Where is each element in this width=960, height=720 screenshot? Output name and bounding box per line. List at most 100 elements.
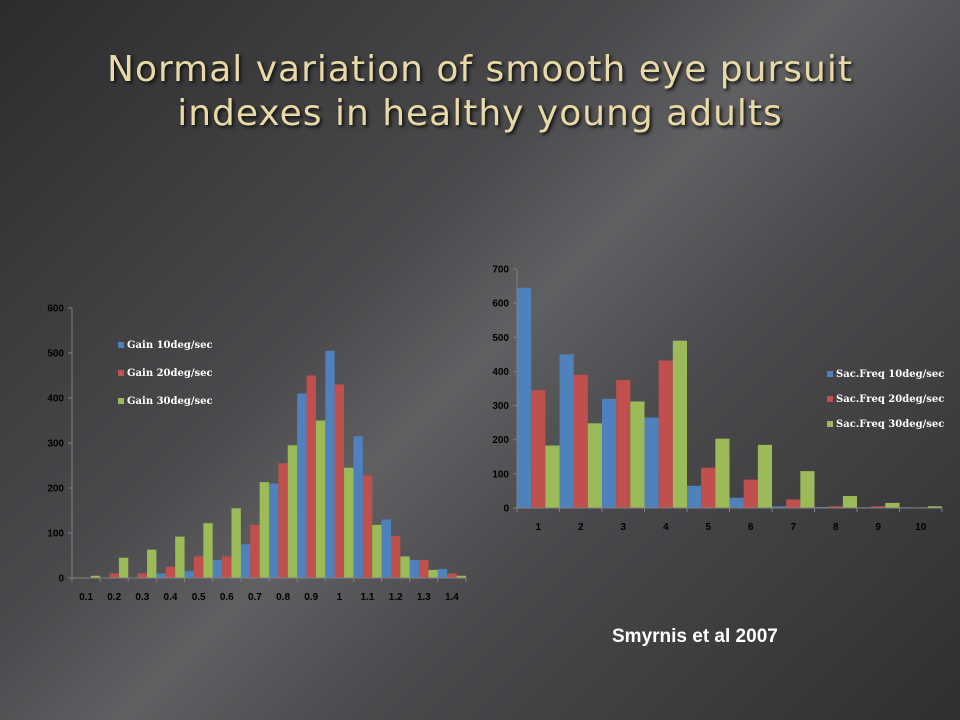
bar-1-s0-0 (517, 287, 532, 508)
bar-0-s1-7 (278, 463, 288, 578)
bar-0-s2-4 (203, 523, 213, 578)
y-tick-label-1-4: 400 (492, 367, 509, 378)
bar-0-s2-6 (259, 482, 269, 578)
y-tick-label-0-4: 400 (47, 394, 64, 405)
bar-1-s2-2 (630, 401, 645, 508)
bar-0-s1-13 (447, 573, 457, 578)
bar-1-s1-6 (786, 499, 801, 508)
x-tick-label-0-0: 0.1 (79, 592, 93, 603)
bar-0-s2-3 (175, 536, 185, 578)
y-tick-label-1-1: 100 (492, 469, 509, 480)
bar-1-s1-7 (828, 506, 843, 508)
bar-0-s1-3 (165, 566, 176, 578)
bar-0-s1-8 (306, 375, 316, 578)
bar-0-s2-5 (231, 508, 241, 578)
citation: Smyrnis et al 2007 (612, 626, 778, 647)
y-tick-label-0-6: 600 (47, 304, 64, 315)
bar-0-s0-11 (381, 519, 391, 578)
bar-1-s1-8 (871, 506, 886, 508)
bar-1-s0-1 (559, 354, 574, 508)
bar-0-s2-8 (315, 420, 326, 578)
x-tick-label-0-5: 0.6 (220, 592, 234, 603)
legend-swatch-0-1 (118, 370, 124, 376)
bar-0-s1-1 (109, 573, 119, 578)
bar-1-s2-6 (800, 471, 815, 508)
legend-swatch-1-0 (827, 371, 833, 377)
bar-0-s0-12 (409, 560, 420, 578)
x-tick-label-0-9: 1 (337, 592, 343, 603)
y-tick-label-1-2: 200 (492, 435, 509, 446)
x-tick-label-1-3: 4 (663, 522, 669, 533)
legend-swatch-1-1 (827, 396, 833, 402)
bar-0-s1-11 (390, 536, 401, 578)
x-tick-label-0-1: 0.2 (107, 592, 121, 603)
bar-0-s2-7 (287, 445, 298, 578)
bar-0-s0-9 (325, 350, 335, 578)
bar-1-s1-5 (743, 479, 758, 508)
y-tick-label-1-0: 0 (503, 504, 509, 515)
x-tick-label-0-6: 0.7 (248, 592, 262, 603)
legend-label-0-0: Gain 10deg/sec (127, 340, 213, 351)
bar-0-s0-8 (297, 393, 307, 578)
legend-label-1-2: Sac.Freq 30deg/sec (836, 419, 944, 430)
legend-swatch-0-0 (118, 342, 124, 348)
bar-1-s2-1 (587, 423, 602, 508)
bar-1-s2-8 (885, 502, 900, 508)
x-tick-label-1-0: 1 (535, 522, 541, 533)
y-tick-label-0-5: 500 (47, 349, 64, 360)
y-tick-label-1-5: 500 (492, 333, 509, 344)
bar-0-s0-5 (212, 560, 223, 578)
bar-0-s2-0 (90, 575, 101, 578)
bar-0-s1-12 (419, 560, 429, 578)
x-tick-label-1-7: 8 (833, 522, 839, 533)
bar-0-s2-13 (456, 575, 466, 578)
bar-1-s2-3 (672, 340, 687, 508)
bar-1-s0-2 (602, 398, 617, 508)
bar-1-s1-3 (658, 360, 673, 508)
bar-0-s1-4 (193, 556, 204, 578)
bar-0-s1-10 (362, 475, 373, 578)
slide-title-line-1: Normal variation of smooth eye pursuit (107, 49, 853, 90)
y-tick-label-0-2: 200 (47, 484, 64, 495)
bar-1-s0-4 (687, 485, 702, 508)
x-tick-label-1-6: 7 (790, 522, 796, 533)
legend-label-1-0: Sac.Freq 10deg/sec (836, 369, 944, 380)
y-tick-label-1-3: 300 (492, 401, 509, 412)
bar-1-s1-2 (616, 379, 631, 508)
bar-0-s2-11 (400, 556, 410, 578)
x-tick-label-0-8: 0.9 (304, 592, 318, 603)
bar-0-s1-9 (334, 384, 345, 578)
bar-1-s1-4 (701, 467, 716, 508)
bar-0-s2-10 (372, 524, 382, 578)
x-tick-label-1-5: 6 (748, 522, 754, 533)
slide-title: Normal variation of smooth eye pursuit i… (40, 48, 920, 136)
bar-0-s0-4 (184, 571, 194, 578)
x-tick-label-0-2: 0.3 (135, 592, 149, 603)
bar-0-s1-2 (137, 573, 148, 578)
bar-0-s2-1 (118, 557, 129, 578)
legend-label-0-2: Gain 30deg/sec (127, 396, 213, 407)
bar-1-s0-3 (644, 417, 659, 508)
bar-1-s1-1 (573, 374, 588, 508)
bar-0-s0-10 (353, 436, 363, 578)
bar-0-s0-3 (156, 573, 166, 578)
legend-swatch-0-2 (118, 398, 124, 404)
bar-1-s2-0 (545, 445, 560, 508)
y-tick-label-1-6: 600 (492, 299, 509, 310)
y-tick-label-1-7: 700 (492, 265, 509, 276)
x-tick-label-0-4: 0.5 (192, 592, 206, 603)
x-tick-label-1-1: 2 (578, 522, 584, 533)
bar-0-s2-12 (428, 569, 438, 578)
bar-1-s2-5 (757, 444, 772, 508)
x-tick-label-1-8: 9 (875, 522, 881, 533)
x-tick-label-1-9: 10 (915, 522, 927, 533)
x-tick-label-0-10: 1.1 (361, 592, 375, 603)
y-tick-label-0-1: 100 (47, 529, 64, 540)
gain-histogram-chart: 0 100 200 300 400 500 600 0.1 0.2 0.3 0.4 0.5 0.6 0.7… (47, 304, 467, 603)
legend-label-0-1: Gain 20deg/sec (127, 368, 213, 379)
bar-1-s2-4 (715, 438, 730, 508)
y-tick-label-0-3: 300 (47, 439, 64, 450)
x-tick-label-0-13: 1.4 (445, 592, 459, 603)
bar-1-s0-6 (772, 506, 787, 508)
slide-title-line-2: indexes in healthy young adults (177, 93, 783, 134)
